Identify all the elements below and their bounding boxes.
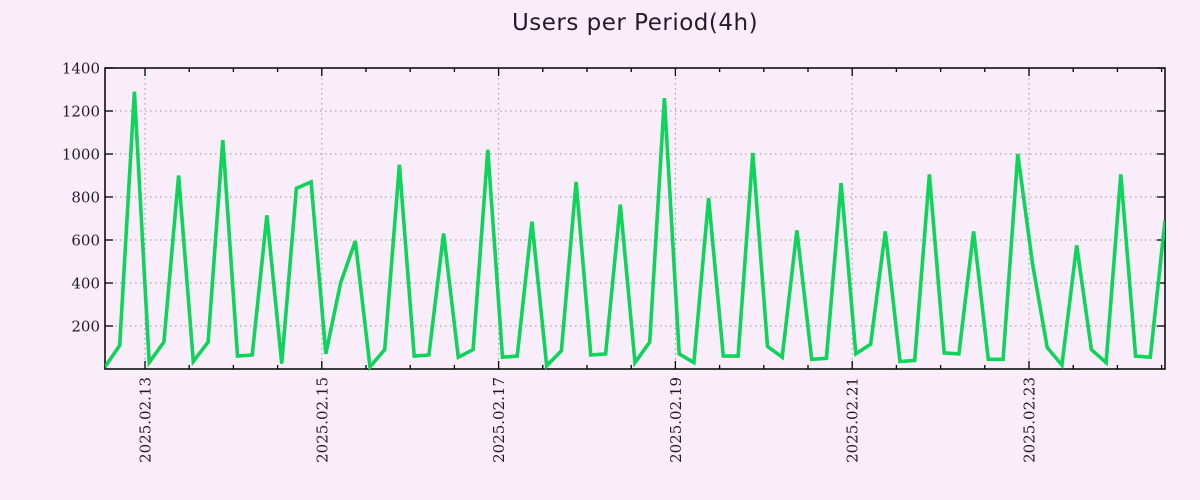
y-tick-label: 200 [71, 318, 100, 336]
chart-title: Users per Period(4h) [511, 10, 759, 36]
users-series-line [105, 91, 1165, 371]
y-tick-label: 800 [71, 189, 100, 207]
tick-label-layer: 200 400 600 800 1000 1200 1400 2025.02.13 2025.0… [62, 60, 1039, 463]
x-tick-label: 2025.02.17 [490, 377, 508, 463]
x-tick-label: 2025.02.19 [667, 377, 685, 463]
x-tick-label: 2025.02.21 [844, 377, 862, 463]
x-tick-label: 2025.02.23 [1021, 377, 1039, 463]
plot-border [104, 67, 1166, 370]
y-tick-label: 1200 [62, 103, 100, 121]
y-tick-label: 400 [71, 275, 100, 293]
x-tick-label: 2025.02.13 [137, 377, 155, 463]
y-tick-label: 600 [71, 232, 100, 250]
axes-layer [104, 67, 1166, 370]
y-tick-label: 1000 [62, 146, 100, 164]
x-tick-label: 2025.02.15 [313, 377, 331, 463]
y-tick-label: 1400 [62, 60, 100, 78]
